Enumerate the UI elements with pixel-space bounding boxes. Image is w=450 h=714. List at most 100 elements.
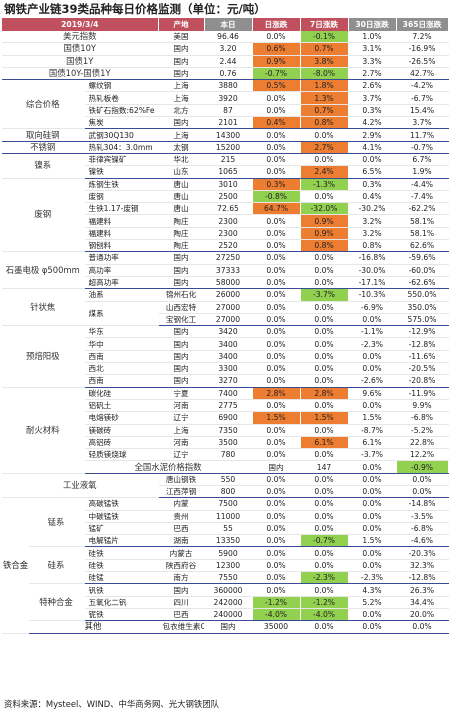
change-1d-cell: 64.7%	[252, 202, 301, 216]
change-7d-cell: 0.0%	[300, 473, 349, 486]
price-cell: 1065	[204, 165, 253, 179]
change-30d-cell: -2.6%	[348, 374, 397, 388]
price-cell: 27000	[204, 301, 253, 314]
change-30d-cell: -6.9%	[348, 301, 397, 314]
change-1d-cell: 0.0%	[252, 559, 301, 573]
change-7d-cell: 0.7%	[300, 104, 349, 118]
change-7d-cell: 0.0%	[300, 448, 349, 462]
change-7d-cell: 0.0%	[300, 128, 349, 142]
region-cell: 国内	[158, 67, 205, 81]
change-7d-cell: 0.0%	[300, 485, 349, 499]
item-cell: 电熔镁砂	[84, 411, 159, 425]
change-365d-cell: 22.8%	[396, 436, 449, 450]
category-cell: 废钢	[2, 178, 85, 253]
change-7d-cell: -4.0%	[300, 608, 349, 622]
category-cell: 硅系	[28, 546, 85, 585]
item-cell: 华中	[84, 337, 159, 351]
table-row: 电解锰片 湖南 13350 0.0% -0.7% 1.5% -4.6%	[2, 534, 449, 548]
price-cell: 3400	[204, 337, 253, 351]
region-cell: 国内	[158, 337, 205, 351]
region-cell: 华北	[158, 153, 205, 167]
change-7d-cell: 0.0%	[300, 424, 349, 437]
price-cell: 35000	[252, 620, 301, 634]
change-365d-cell: -4.4%	[396, 178, 449, 191]
change-30d-cell: 0.0%	[348, 153, 397, 167]
change-1d-cell: 0.0%	[252, 436, 301, 450]
region-cell: 南方	[158, 571, 205, 585]
region-cell: 江西萍钢	[158, 485, 205, 499]
price-cell: 27000	[204, 313, 253, 327]
category-cell: 预焙阳极	[2, 325, 85, 388]
change-7d-cell: -1.3%	[300, 178, 349, 191]
change-1d-cell: 0.0%	[252, 571, 301, 585]
change-365d-cell: 9.9%	[396, 399, 449, 413]
price-cell: 7550	[204, 571, 253, 585]
price-cell: 360000	[204, 583, 253, 597]
region-cell: 太钢	[158, 141, 205, 154]
region-cell: 陶庄	[158, 214, 205, 228]
change-1d-cell: 0.0%	[252, 227, 301, 241]
table-row: 福建料 陶庄 2300 0.0% 0.9% 3.2% 58.1%	[2, 214, 449, 228]
change-30d-cell: 3.7%	[348, 91, 397, 105]
change-365d-cell: 12.2%	[396, 448, 449, 462]
change-7d-cell: 0.0%	[300, 264, 349, 277]
change-1d-cell: 0.9%	[252, 55, 301, 68]
change-1d-cell: 0.0%	[252, 337, 301, 351]
item-cell: 铌铁	[84, 608, 159, 622]
change-7d-cell: 0.0%	[300, 251, 349, 265]
category-cell: 美元指数	[2, 31, 159, 44]
table-row: 宝钢化工 27000 0.0% 0.0% 0.0% 575.0%	[2, 313, 449, 327]
change-30d-cell: 3.2%	[348, 227, 397, 241]
region-cell: 山西宏特	[158, 301, 205, 314]
table-row: 镍系 菲律宾镍矿 华北 215 0.0% 0.0% 0.0% 6.7%	[2, 153, 449, 179]
change-30d-cell: 1.5%	[348, 411, 397, 425]
region-cell: 国内	[158, 350, 205, 364]
change-365d-cell: 3.7%	[396, 116, 449, 130]
region-cell: 内蒙古	[158, 546, 205, 560]
change-365d-cell: -6.7%	[396, 91, 449, 105]
change-30d-cell: 4.2%	[348, 116, 397, 130]
price-cell: 3.20	[204, 42, 253, 56]
item-cell: 普通功率	[84, 251, 159, 265]
change-30d-cell: 0.0%	[348, 485, 397, 499]
region-cell: 国内	[204, 620, 253, 634]
change-7d-cell: 0.0%	[300, 583, 349, 597]
change-365d-cell: -14.8%	[396, 497, 449, 511]
change-1d-cell: 0.0%	[252, 485, 301, 499]
change-1d-cell: 0.0%	[252, 424, 301, 437]
price-cell: 550	[204, 473, 253, 486]
change-30d-cell: 0.0%	[348, 559, 397, 573]
price-cell: 3300	[204, 362, 253, 376]
change-7d-cell: 0.0%	[300, 497, 349, 511]
change-30d-cell: 4.3%	[348, 583, 397, 597]
change-1d-cell: 0.0%	[252, 91, 301, 105]
price-cell: 800	[204, 485, 253, 499]
price-cell: 2101	[204, 116, 253, 130]
item-cell: 包衣维生素C:97%	[158, 620, 205, 634]
change-7d-cell: 0.9%	[300, 214, 349, 228]
change-365d-cell: 0.0%	[396, 485, 449, 499]
header-d365: 365日涨跌	[396, 18, 449, 31]
region-cell: 内蒙	[158, 497, 205, 511]
price-cell: 3010	[204, 178, 253, 191]
change-7d-cell: -0.1%	[300, 31, 349, 44]
item-cell: 镍铁	[84, 165, 159, 179]
region-cell: 国内	[158, 42, 205, 56]
change-365d-cell: -20.3%	[396, 546, 449, 560]
change-30d-cell: -1.1%	[348, 325, 397, 339]
region-cell: 唐山	[158, 190, 205, 204]
change-7d-cell: -3.7%	[300, 288, 349, 302]
change-30d-cell: 9.6%	[348, 387, 397, 400]
change-365d-cell: -11.9%	[396, 387, 449, 400]
change-30d-cell: -17.1%	[348, 276, 397, 290]
change-1d-cell: 0.0%	[252, 325, 301, 339]
region-cell: 美国	[158, 31, 205, 44]
change-1d-cell: 0.0%	[252, 473, 301, 486]
change-7d-cell: 0.0%	[348, 620, 397, 634]
table-row: 西北 国内 3300 0.0% 0.0% 0.0% -20.5%	[2, 362, 449, 376]
table-row: 锰矿 巴西 55 0.0% 0.0% 0.0% -6.8%	[2, 522, 449, 536]
region-cell: 陶庄	[158, 227, 205, 241]
region-cell: 山东	[158, 165, 205, 179]
change-7d-cell: 0.0%	[300, 301, 349, 314]
